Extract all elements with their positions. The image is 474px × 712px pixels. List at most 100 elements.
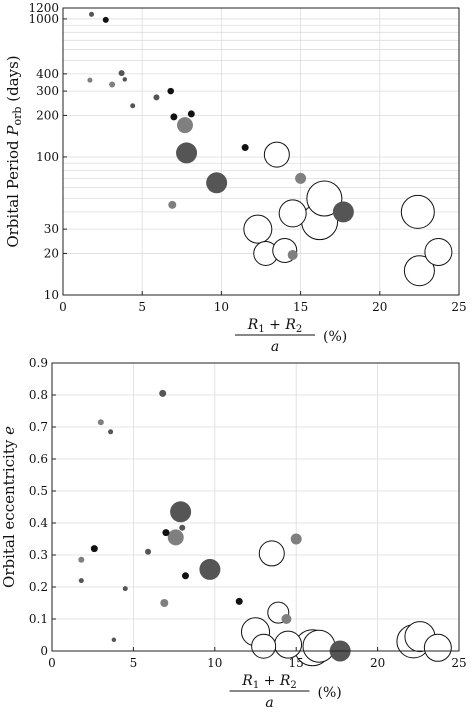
- x-label-r1: R: [241, 673, 253, 689]
- data-point: [78, 578, 84, 584]
- data-point: [302, 629, 336, 663]
- x-tick-label: 10: [207, 656, 222, 670]
- y-label-symbol: e: [0, 426, 18, 435]
- y-tick-label: 0.7: [29, 420, 48, 434]
- plot-area: [52, 363, 459, 651]
- data-point: [153, 94, 160, 101]
- y-tick-label: 200: [36, 108, 59, 122]
- data-point: [118, 70, 125, 77]
- y-label-symbol: P: [4, 125, 22, 137]
- data-point: [235, 597, 243, 605]
- data-point: [109, 81, 116, 88]
- data-point: [89, 11, 95, 17]
- y-axis-label: Orbital Period Porb (days): [4, 55, 24, 247]
- y-tick-label: 10: [44, 288, 59, 302]
- data-point: [111, 637, 117, 643]
- data-point: [243, 214, 273, 244]
- data-point: [258, 540, 285, 567]
- data-point: [78, 556, 85, 563]
- y-label-subscript: orb: [11, 107, 24, 126]
- y-tick-label: 400: [36, 67, 59, 81]
- x-label-unit: (%): [318, 685, 342, 701]
- data-point: [206, 172, 228, 194]
- data-point: [122, 77, 128, 82]
- x-tick-label: 15: [289, 656, 304, 670]
- x-label-sub2: 2: [290, 680, 296, 691]
- x-tick-label: 0: [59, 300, 67, 314]
- data-point: [176, 117, 193, 134]
- y-tick-label: 300: [36, 84, 59, 98]
- x-tick-label: 10: [214, 300, 229, 314]
- x-label-denominator: a: [265, 695, 273, 711]
- y-label-unit: (days): [4, 55, 22, 106]
- y-tick-label: 100: [36, 150, 59, 164]
- data-point: [167, 87, 174, 95]
- data-point: [403, 255, 435, 287]
- y-label-main: Orbital eccentricity: [0, 435, 18, 588]
- eccentricity-panel: 0 5 10 15 20 25 0 0.1 0.2 0.3 0.4 0.5 0.6 0.7 0.8 0.9 R1…: [0, 356, 467, 711]
- data-point: [278, 199, 307, 228]
- axes-frame: [51, 362, 460, 652]
- x-label-r2: + R: [265, 317, 297, 333]
- data-point: [187, 110, 195, 118]
- y-tick-label: 0.3: [29, 548, 48, 562]
- data-point: [332, 201, 354, 223]
- data-point: [170, 113, 178, 121]
- x-tick-label: 15: [293, 300, 308, 314]
- data-point: [162, 529, 170, 537]
- data-point: [176, 142, 198, 164]
- y-tick-label: 0.4: [29, 516, 48, 530]
- x-tick-label: 25: [451, 300, 466, 314]
- x-label-sub1: 1: [253, 680, 259, 691]
- x-tick-label: 25: [451, 656, 466, 670]
- x-label-denominator: a: [271, 339, 279, 355]
- x-label-r1: R: [247, 317, 259, 333]
- data-point: [424, 237, 453, 266]
- data-point: [306, 180, 343, 217]
- x-label-sub2: 2: [296, 324, 302, 335]
- data-point: [199, 558, 221, 580]
- y-tick-label: 1200: [28, 1, 59, 15]
- data-point: [263, 141, 290, 168]
- data-point: [90, 545, 98, 553]
- data-point: [241, 144, 249, 152]
- x-label-numerator: R1 + R2: [241, 673, 296, 691]
- y-tick-label: 0.8: [29, 388, 48, 402]
- y-tick-label: 0.9: [29, 356, 48, 370]
- y-label-main: Orbital Period: [4, 136, 22, 248]
- data-point: [97, 419, 104, 426]
- data-point: [170, 501, 192, 523]
- axes-frame: [62, 7, 460, 296]
- x-tick-label: 20: [370, 656, 385, 670]
- data-point: [122, 586, 128, 592]
- data-point: [108, 429, 114, 435]
- data-point: [179, 524, 186, 531]
- y-tick-label: 1000: [28, 12, 59, 26]
- x-tick-label: 20: [372, 300, 387, 314]
- y-tick-label: 30: [44, 222, 59, 236]
- data-point: [181, 572, 189, 580]
- x-label-numerator: R1 + R2: [247, 317, 302, 335]
- x-label-r2: + R: [259, 673, 291, 689]
- x-tick-label: 5: [138, 300, 146, 314]
- y-tick-label: 0: [40, 644, 48, 658]
- data-point: [400, 194, 435, 229]
- data-point: [167, 529, 184, 546]
- x-tick-label: 5: [130, 656, 138, 670]
- data-point: [295, 172, 307, 184]
- x-label-sub1: 1: [258, 324, 264, 335]
- y-tick-label: 0.5: [29, 484, 48, 498]
- data-point: [130, 103, 136, 109]
- y-tick-label: 20: [44, 246, 59, 260]
- data-point: [160, 599, 169, 607]
- data-point: [287, 249, 298, 260]
- y-axis-label: Orbital eccentricity e: [0, 426, 18, 588]
- y-tick-label: 0.6: [29, 452, 48, 466]
- data-point: [274, 630, 303, 659]
- data-point: [251, 633, 277, 659]
- data-point: [281, 614, 292, 624]
- data-point: [145, 548, 152, 555]
- data-point: [102, 16, 109, 23]
